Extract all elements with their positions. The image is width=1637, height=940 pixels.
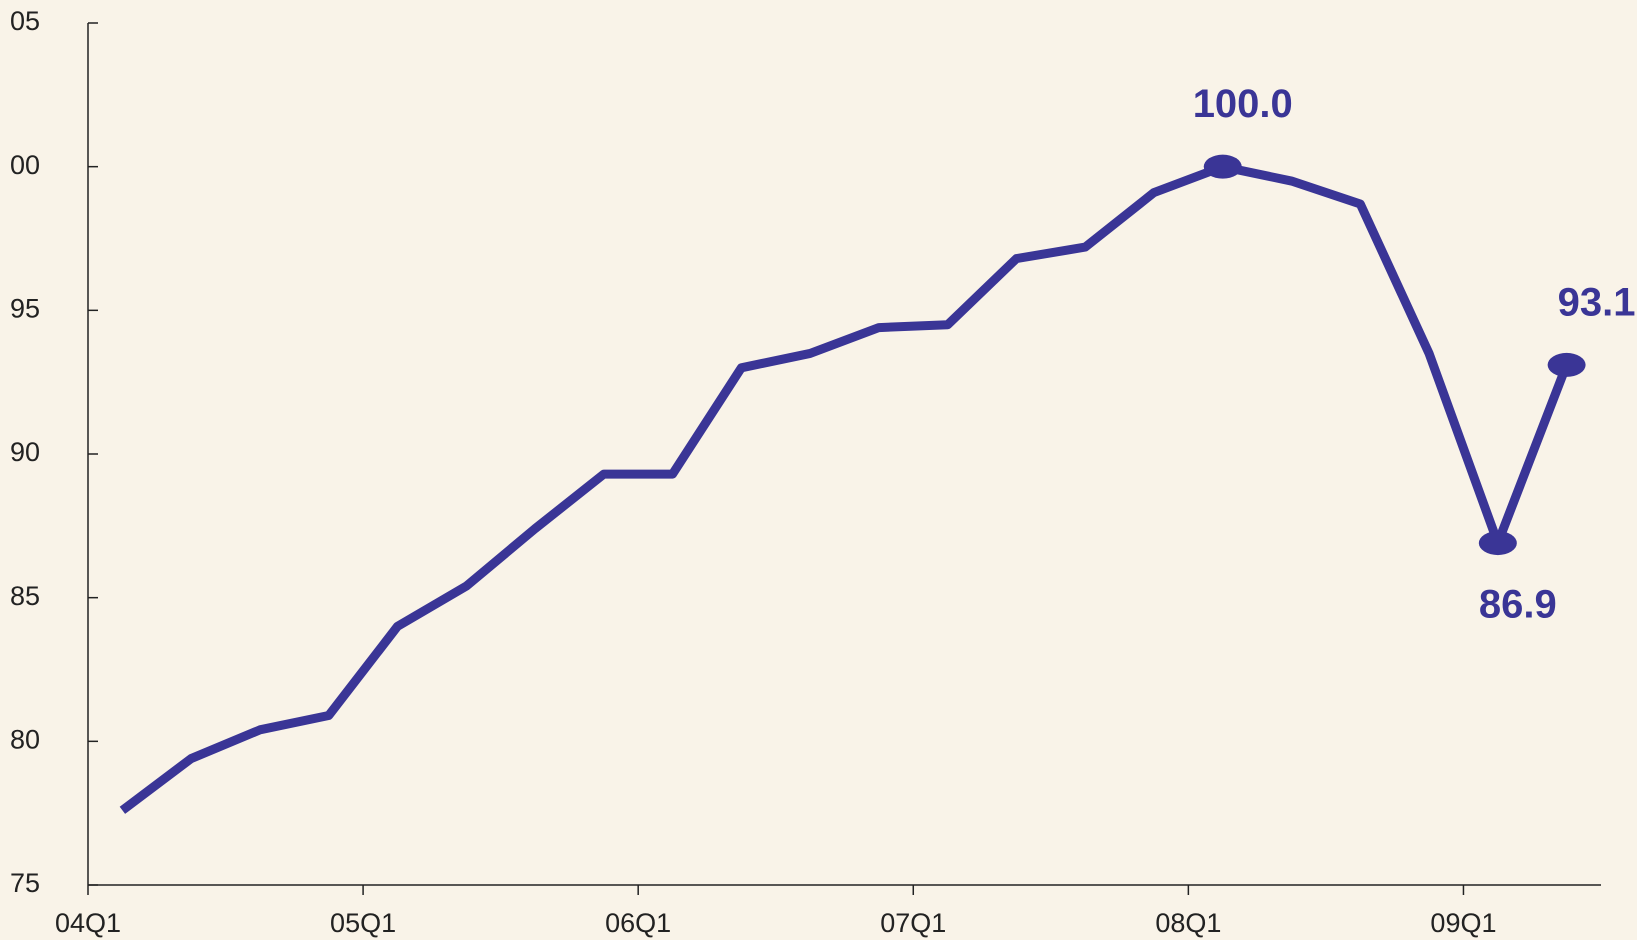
y-tick-label: 90 bbox=[10, 437, 40, 467]
value-label: 100.0 bbox=[1193, 82, 1293, 126]
y-tick-label: 85 bbox=[10, 581, 40, 611]
y-tick-label: 80 bbox=[10, 724, 40, 754]
y-tick-label: 00 bbox=[10, 150, 40, 180]
y-tick-label: 75 bbox=[10, 868, 40, 898]
x-tick-label: 04Q1 bbox=[55, 908, 121, 938]
line bbox=[119, 162, 1571, 814]
x-tick-label: 05Q1 bbox=[330, 908, 396, 938]
y-tick-label: 05 bbox=[10, 6, 40, 36]
point-marker bbox=[1547, 352, 1586, 377]
value-label: 93.1 bbox=[1558, 280, 1636, 324]
point-marker bbox=[1478, 531, 1517, 556]
value-label: 86.9 bbox=[1479, 583, 1557, 627]
x-tick-label: 06Q1 bbox=[605, 908, 671, 938]
x-tick-label: 08Q1 bbox=[1155, 908, 1221, 938]
x-tick-label: 09Q1 bbox=[1430, 908, 1496, 938]
x-tick-label: 07Q1 bbox=[880, 908, 946, 938]
point-marker bbox=[1203, 154, 1242, 179]
y-tick-label: 95 bbox=[10, 293, 40, 323]
